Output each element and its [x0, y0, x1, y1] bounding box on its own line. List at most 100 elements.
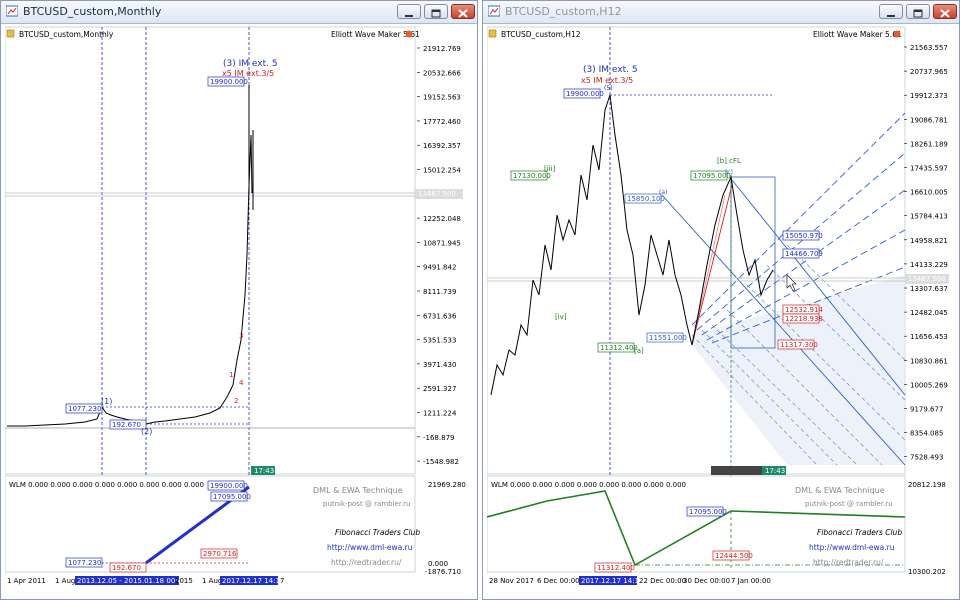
close-button[interactable] — [451, 4, 475, 19]
time-tick: 22 Dec 00:00 — [639, 577, 686, 585]
price-scale: 21563.557 20737.965 19912.373 19086.781 1826… — [904, 44, 948, 462]
time-tick-selected: 2017.12.17 14:14 — [581, 577, 644, 585]
credit-technique: DML & EWA Technique — [313, 486, 403, 495]
time-tick: 1 Apr 2011 — [7, 577, 46, 585]
price-tick: 16610.005 — [910, 189, 948, 197]
price-tick: 13307.637 — [910, 285, 948, 293]
price-tick: 21912.769 — [423, 45, 461, 53]
chart-app-icon — [488, 5, 500, 17]
chart-window-h12[interactable]: BTCUSD_custom,H12 — [482, 0, 960, 600]
window-titlebar[interactable]: BTCUSD_custom,H12 — [483, 1, 959, 24]
price-tick: 15012.254 — [423, 167, 461, 175]
close-button[interactable] — [933, 4, 957, 19]
credit-url-2: http://redtrader.ru/ — [331, 558, 402, 567]
time-tick: 2015 — [175, 577, 193, 585]
price-tick: 19086.781 — [910, 116, 948, 124]
wave-mark: [b] cFL — [717, 157, 741, 165]
sub-box-5: 192.670 — [112, 564, 141, 572]
price-tick: 20737.965 — [910, 68, 948, 76]
wave-mark: (a) — [659, 189, 667, 196]
chart-symbol-label: BTCUSD_custom,Monthly — [19, 30, 114, 39]
credit-club: Fibonacci Traders Club — [335, 528, 420, 537]
wave-mark-s3: 3 — [239, 332, 243, 340]
box-price-8: 12218.938 — [785, 315, 823, 323]
time-tick: 6 Dec 00:00 — [537, 577, 580, 585]
minimize-button[interactable] — [397, 4, 421, 19]
box-wave1-value: 1077.230 — [68, 405, 101, 413]
chart-window-monthly[interactable]: BTCUSD_custom,Monthly (3) IM ext. 5 x5 I… — [0, 0, 478, 600]
price-tick: 5351.533 — [423, 337, 456, 345]
wave-mark-2: (2) — [141, 427, 152, 436]
price-tick: 8111.739 — [423, 288, 456, 296]
box-top-value: 19900.000 — [210, 78, 248, 86]
restore-icon — [431, 9, 441, 18]
current-price-label: 13467.500 — [418, 190, 456, 198]
box-price-4: 17095.000 — [693, 172, 731, 180]
price-series — [490, 94, 774, 396]
price-tick: 3971.430 — [423, 361, 456, 369]
price-tick: 9491.842 — [423, 264, 456, 272]
time-axis: 28 Nov 2017 6 Dec 00:00 2017.12.17 14:14… — [489, 576, 771, 585]
restore-button[interactable] — [424, 4, 448, 19]
credit-email: putnik-post @ rambler.ru — [805, 500, 893, 508]
price-tick: 8354.085 — [910, 430, 943, 438]
price-tick: 11656.453 — [910, 333, 948, 341]
window-title: BTCUSD_custom,Monthly — [23, 5, 162, 18]
time-label: 17:43 — [765, 467, 785, 475]
sub-box-3: 2970.716 — [203, 550, 237, 558]
credit-technique: DML & EWA Technique — [795, 486, 885, 495]
wave-mark: [iii] — [544, 165, 556, 173]
monthly-chart[interactable]: (3) IM ext. 5 x5 IM ext.3/5 19900.000 10… — [5, 25, 473, 599]
window-titlebar[interactable]: BTCUSD_custom,Monthly — [1, 1, 477, 24]
h12-chart[interactable]: (3) IM ext. 5 x5 IM ext.3/5 19900.000 17… — [487, 25, 955, 599]
time-tick: 7 Jan 00:00 — [731, 577, 771, 585]
price-tick: 10871.945 — [423, 239, 461, 247]
minimize-button[interactable] — [879, 4, 903, 19]
chart-settings-icon[interactable] — [6, 29, 15, 38]
price-tick: 9179.677 — [910, 406, 943, 414]
sub-box-3: 11312.400 — [597, 564, 635, 572]
indicator-icon — [893, 30, 901, 38]
credit-url-1: http://www.dml-ewa.ru — [809, 543, 895, 552]
close-icon — [458, 9, 468, 18]
sub-indicator-label: WLM 0.000 0.000 0.000 0.000 0.000 0.000 … — [9, 481, 204, 489]
sub-box-1: 19900.000 — [210, 482, 248, 490]
price-tick: 16392.357 — [423, 142, 461, 150]
wave-label-top: (3) IM ext. 5 — [583, 65, 638, 75]
indicator-label: Elliott Wave Maker 5.61 — [813, 30, 902, 39]
box-price-6: 14466.709 — [785, 250, 823, 258]
credit-club: Fibonacci Traders Club — [817, 528, 902, 537]
time-tick-selected: 2013.12.05 - 2015.01.18 00:00 — [77, 577, 187, 585]
chart-symbol-label: BTCUSD_custom,H12 — [501, 30, 581, 39]
wave-mark: (c) — [725, 169, 733, 176]
price-tick: 21563.557 — [910, 44, 948, 52]
time-tick: 7 — [280, 577, 284, 585]
price-tick: 19912.373 — [910, 92, 948, 100]
wave-mark-1: (1) — [101, 397, 112, 406]
time-tick: 30 Dec 00:00 — [683, 577, 730, 585]
restore-button[interactable] — [906, 4, 930, 19]
sub-scale-mid: 0.000 — [428, 560, 448, 568]
time-axis: 1 Apr 2011 1 Aug 2013.12.05 - 2015.01.18… — [7, 576, 285, 585]
sub-scale-bottom: -1876.710 — [425, 568, 461, 576]
wave-mark: [iv] — [555, 313, 567, 321]
wave-mark: (5) — [604, 85, 613, 92]
sub-scale-top: 20812.198 — [908, 481, 946, 489]
wave-label-top: (3) IM ext. 5 — [223, 59, 278, 69]
indicator-label: Elliott Wave Maker 5.61 — [331, 30, 420, 39]
sub-scale-bottom: 10300.202 — [908, 568, 946, 576]
time-label: 17:43 — [254, 467, 274, 475]
sub-box-4: 1077.230 — [68, 559, 101, 567]
chart-settings-icon[interactable] — [488, 29, 497, 38]
price-tick: 17435.597 — [910, 165, 948, 173]
sub-indicator-label: WLM 0.000 0.000 0.000 0.000 0.000 0.000 … — [491, 481, 686, 489]
price-tick: 19152.563 — [423, 94, 461, 102]
credit-email: putnik-post @ rambler.ru — [323, 500, 411, 508]
chart-app-icon — [6, 5, 18, 17]
price-tick: 6731.636 — [423, 312, 457, 320]
box-price-11: 11312.400 — [600, 344, 638, 352]
price-tick: 18261.189 — [910, 140, 948, 148]
indicator-icon — [405, 30, 413, 38]
credit-url-1: http://www.dml-ewa.ru — [327, 543, 413, 552]
price-series — [7, 134, 253, 427]
